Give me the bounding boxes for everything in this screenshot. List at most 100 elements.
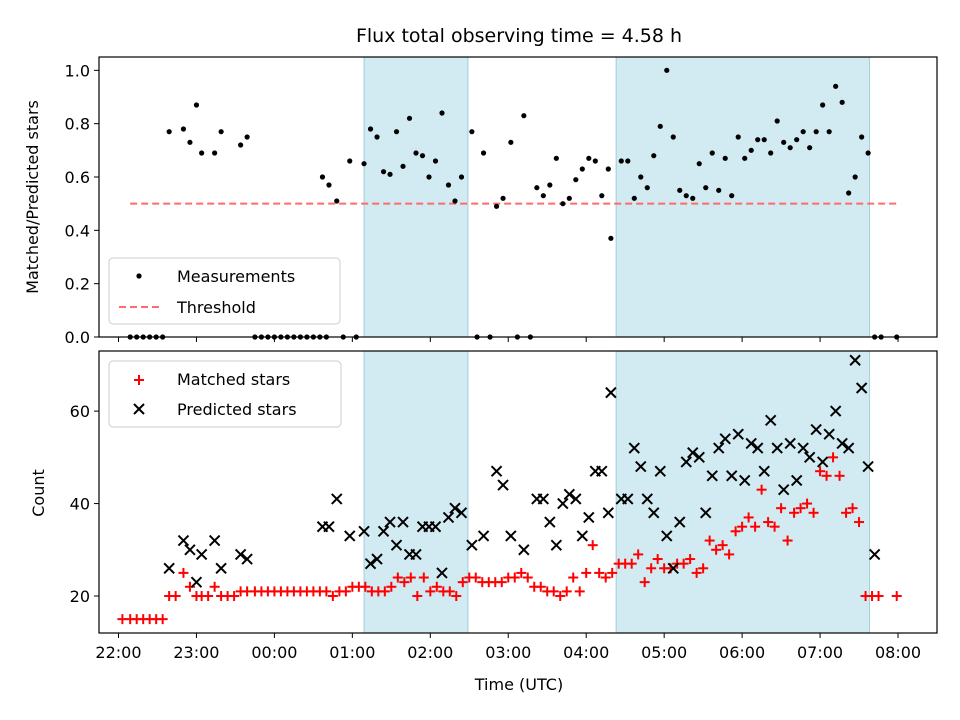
y-tick-label: 0.4: [65, 221, 90, 240]
predicted-star-point: [823, 428, 835, 440]
measurement-point: [586, 155, 592, 161]
matched-star-point: [646, 563, 657, 574]
measurement-point: [445, 182, 452, 188]
matched-star-point: [698, 563, 709, 574]
measurement-point: [768, 150, 774, 156]
measurement-point: [625, 158, 631, 164]
predicted-star-point: [241, 553, 253, 565]
matched-star-point: [399, 577, 410, 588]
predicted-star-point: [537, 493, 550, 505]
matched-star-point: [750, 521, 761, 532]
measurement-point: [187, 139, 193, 145]
measurement-point: [244, 134, 250, 140]
predicted-star-point: [449, 502, 461, 514]
matched-star-point: [769, 521, 780, 532]
x-tick-label: 00:00: [251, 643, 297, 662]
measurement-point: [852, 174, 858, 180]
predicted-star-point: [758, 465, 770, 477]
measurement-point: [218, 129, 224, 135]
predicted-star-point: [713, 442, 725, 454]
x-tick-label: 01:00: [329, 643, 375, 662]
measurement-point: [480, 150, 487, 156]
matched-star-point: [412, 591, 423, 602]
legend-marker-matched: [134, 375, 144, 385]
matched-star-point: [327, 591, 338, 602]
measurement-point: [347, 158, 353, 164]
matched-star-point: [834, 470, 845, 481]
predicted-star-point: [442, 511, 455, 524]
matched-star-point: [418, 572, 429, 583]
matched-star-point: [607, 567, 618, 578]
measurement-point: [631, 195, 637, 201]
bottom-panel: 20 40 60 22:00 23:00 00:00 01:00 02:00 03:00 04:…: [29, 350, 938, 694]
y-tick-label: 0.8: [65, 115, 90, 134]
matched-star-point: [386, 581, 397, 592]
measurement-point: [794, 137, 800, 143]
x-tick-label: 03:00: [485, 643, 531, 662]
measurement-point: [493, 203, 500, 209]
predicted-star-point: [803, 451, 816, 464]
matched-star-point: [626, 558, 637, 569]
legend-marker-predicted: [133, 403, 145, 415]
measurement-point: [406, 115, 413, 121]
matched-star-point: [743, 512, 754, 523]
measurement-point: [696, 161, 702, 167]
measurement-point: [605, 166, 611, 172]
matched-star-point: [808, 507, 819, 518]
measurement-point: [742, 155, 748, 161]
predicted-star-point: [410, 548, 422, 561]
x-axis-label: Time (UTC): [474, 675, 563, 694]
measurement-point: [833, 83, 839, 89]
matched-star-point: [379, 586, 390, 597]
predicted-star-point: [816, 456, 829, 468]
top-y-axis-ticks: 0.0 0.2 0.4 0.6 0.8 1.0: [65, 61, 99, 347]
measurement-point: [500, 195, 506, 201]
legend-frame: [108, 360, 342, 428]
matched-star-point: [873, 591, 884, 602]
predicted-star-point: [570, 493, 582, 505]
bottom-x-axis-ticks: 22:00 23:00 00:00 01:00 02:00 03:00 04:00 05:00…: [95, 633, 921, 662]
measurement-point: [618, 158, 624, 164]
predicted-star-point: [505, 530, 517, 542]
measurement-point: [774, 118, 780, 124]
measurement-point: [521, 113, 527, 119]
measurement-point: [781, 139, 787, 145]
predicted-star-point: [208, 534, 221, 547]
measurement-point: [735, 134, 741, 140]
predicted-star-point: [868, 548, 881, 561]
y-tick-label: 1.0: [65, 61, 90, 80]
matched-star-point: [652, 554, 663, 565]
bottom-shaded-regions: [363, 350, 870, 634]
measurement-point: [859, 134, 865, 140]
matched-star-point: [425, 586, 436, 597]
bottom-legend: Matched stars Predicted stars: [108, 360, 342, 428]
predicted-star-point: [576, 530, 589, 542]
matched-star-point: [763, 517, 774, 528]
predicted-star-point: [163, 562, 175, 574]
measurement-point: [709, 150, 715, 156]
matched-star-point: [184, 581, 195, 592]
measurement-point: [540, 193, 546, 199]
top-shaded-regions: [363, 56, 870, 338]
measurement-point: [319, 174, 326, 180]
predicted-star-point: [732, 428, 744, 440]
measurement-points: [127, 67, 900, 340]
measurement-point: [813, 129, 819, 135]
bottom-y-axis-label: Count: [29, 469, 48, 517]
measurement-point: [432, 158, 439, 164]
y-tick-label: 60: [70, 402, 90, 421]
measurement-point: [334, 198, 340, 204]
matched-star-point: [496, 577, 507, 588]
matched-star-point: [360, 581, 371, 592]
predicted-star-point: [455, 507, 468, 519]
predicted-star-point: [190, 576, 203, 588]
measurement-point: [683, 193, 689, 199]
y-tick-label: 0.2: [65, 275, 90, 294]
predicted-star-point: [661, 530, 673, 542]
predicted-star-point: [680, 456, 692, 468]
measurement-point: [807, 145, 813, 151]
measurement-point: [800, 129, 806, 135]
predicted-star-point: [550, 539, 563, 551]
bottom-y-axis-ticks: 20 40 60: [70, 402, 99, 606]
